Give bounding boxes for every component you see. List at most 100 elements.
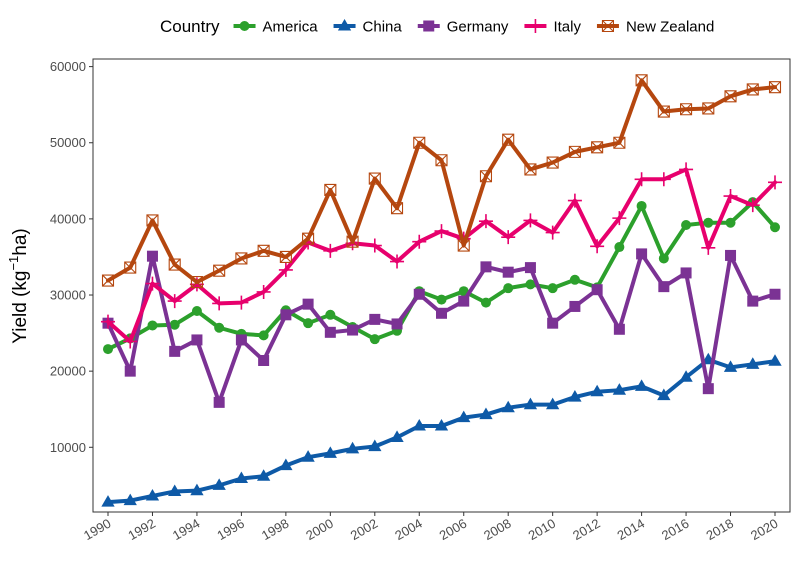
data-point-italy — [567, 193, 582, 208]
data-point-new-zealand — [680, 103, 693, 116]
data-point-new-zealand — [168, 258, 181, 271]
data-point-new-zealand — [235, 252, 248, 265]
data-point-italy — [412, 234, 427, 249]
data-point-china — [145, 489, 160, 501]
data-point-germany — [302, 298, 314, 310]
data-point-italy — [656, 172, 671, 187]
data-point-italy — [545, 225, 560, 240]
x-tick-label: 2000 — [303, 516, 336, 543]
data-point-america — [103, 344, 113, 355]
data-point-italy — [167, 294, 182, 309]
data-point-new-zealand — [101, 274, 115, 287]
x-tick-label: 2012 — [570, 516, 603, 543]
plot-panel-border — [92, 58, 791, 513]
legend-item-america: America — [233, 19, 318, 36]
legend-item-italy: Italy — [524, 19, 581, 36]
data-point-america — [614, 242, 625, 253]
data-point-america — [636, 200, 647, 211]
data-point-america — [325, 309, 336, 320]
y-tick-label: 50000 — [50, 135, 86, 150]
data-point-italy — [679, 162, 694, 177]
data-point-china — [256, 469, 271, 481]
data-point-italy — [634, 172, 649, 187]
legend: Country America China Germany Italy New Zeal… — [160, 17, 714, 36]
x-tick-label: 2004 — [392, 516, 425, 543]
data-point-italy — [390, 254, 405, 269]
data-point-new-zealand — [702, 102, 715, 115]
legend-label-germany: Germany — [447, 19, 509, 36]
legend-key-marker-italy — [528, 19, 543, 33]
data-point-china — [434, 418, 449, 431]
data-point-italy — [701, 240, 716, 255]
data-point-china — [190, 483, 204, 496]
data-point-italy — [501, 230, 516, 245]
y-tick-label: 60000 — [50, 59, 86, 74]
y-tick-label: 30000 — [50, 288, 86, 303]
data-point-america — [191, 306, 202, 317]
data-point-new-zealand — [479, 170, 493, 183]
data-point-china — [612, 383, 627, 395]
data-point-america — [725, 217, 736, 228]
data-point-china — [457, 410, 471, 423]
data-point-italy — [323, 243, 338, 258]
data-point-new-zealand — [546, 156, 559, 169]
y-axis: 10000 20000 30000 40000 50000 60000 — [50, 59, 93, 455]
data-point-italy — [768, 175, 782, 190]
data-point-new-zealand — [768, 81, 782, 94]
data-point-new-zealand — [302, 232, 315, 245]
data-point-germany — [235, 334, 247, 346]
legend-title: Country — [160, 17, 220, 36]
series-layer — [101, 74, 782, 507]
data-point-new-zealand — [591, 141, 604, 154]
data-point-america — [169, 319, 180, 330]
data-point-china — [234, 471, 249, 484]
data-point-america — [703, 217, 714, 228]
data-point-china — [634, 379, 649, 391]
data-point-china — [501, 400, 515, 413]
data-point-germany — [347, 324, 359, 336]
series-china — [101, 352, 782, 507]
x-tick-label: 1998 — [259, 516, 292, 543]
x-tick-label: 2020 — [748, 516, 781, 543]
data-point-germany — [458, 295, 470, 307]
data-point-china — [590, 384, 604, 397]
data-point-china — [101, 495, 115, 507]
data-point-italy — [256, 284, 271, 299]
data-point-new-zealand — [390, 202, 404, 215]
legend-key-marker-new-zealand — [601, 19, 615, 33]
legend-key-marker-germany — [423, 20, 435, 32]
data-point-italy — [723, 189, 738, 204]
series-new-zealand — [101, 74, 782, 289]
data-point-germany — [413, 288, 425, 300]
data-point-germany — [680, 267, 692, 279]
data-point-america — [547, 283, 558, 294]
data-point-germany — [436, 307, 447, 319]
data-point-italy — [612, 211, 627, 226]
data-point-germany — [569, 300, 581, 312]
data-point-china — [412, 418, 426, 431]
y-axis-title-end: ha) — [10, 228, 31, 255]
x-tick-label: 2008 — [481, 516, 514, 543]
x-axis: 1990 1992 1994 1996 1998 2000 2002 2004 2006 2008… — [81, 512, 781, 543]
data-point-new-zealand — [457, 239, 470, 252]
data-point-italy — [434, 224, 449, 239]
data-point-germany — [702, 383, 714, 395]
y-tick-label: 10000 — [50, 440, 86, 455]
data-point-germany — [613, 323, 625, 335]
data-point-new-zealand — [746, 83, 759, 96]
y-axis-title: Yield (kg−1ha) — [6, 228, 31, 344]
data-point-new-zealand — [635, 74, 648, 87]
data-point-germany — [191, 334, 203, 346]
data-point-america — [658, 253, 669, 264]
data-point-america — [569, 274, 580, 285]
data-point-italy — [590, 239, 605, 254]
data-point-germany — [480, 261, 492, 273]
x-tick-label: 2010 — [526, 516, 559, 543]
data-point-china — [657, 388, 671, 401]
y-axis-title-main: Yield (kg — [10, 271, 31, 344]
data-point-china — [679, 370, 693, 382]
data-point-china — [479, 407, 493, 420]
x-tick-label: 2006 — [437, 516, 470, 543]
data-point-italy — [478, 214, 493, 229]
